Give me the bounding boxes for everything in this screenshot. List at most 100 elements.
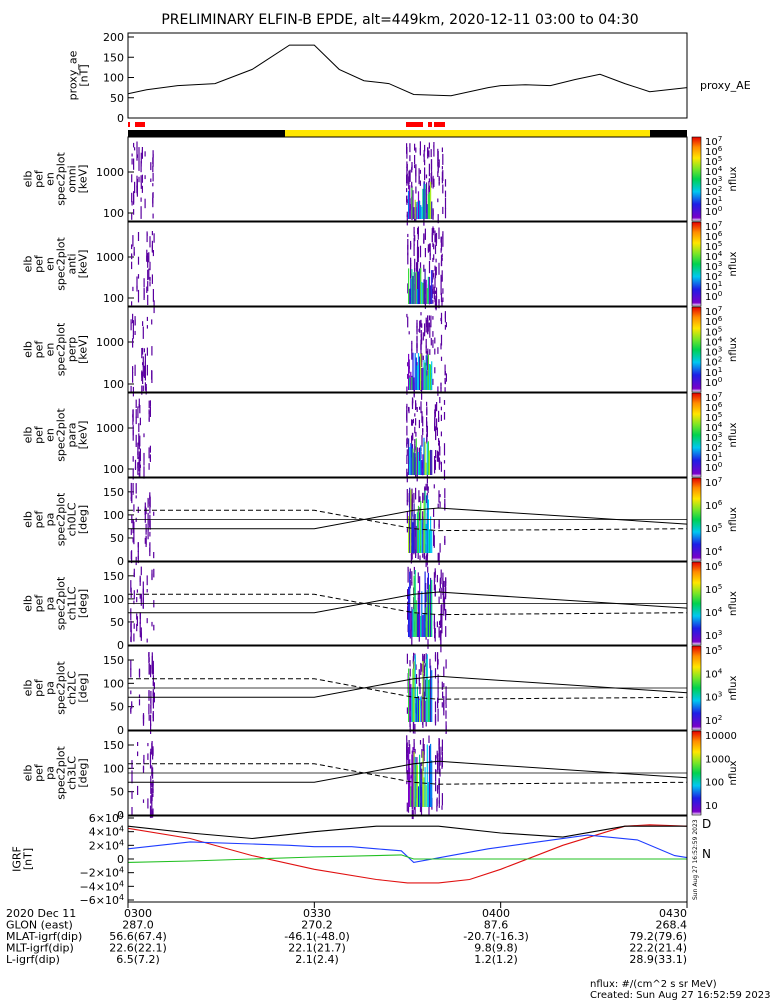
flux-streak	[407, 316, 409, 328]
flux-streak	[444, 499, 446, 508]
flux-streak	[147, 753, 149, 760]
flux-streak	[416, 336, 418, 342]
flux-streak	[152, 289, 154, 302]
flux-streak	[406, 707, 408, 714]
flux-streak	[131, 158, 133, 165]
flux-streak	[151, 240, 153, 252]
ylabel-line: [deg]	[77, 505, 90, 534]
flux-streak	[411, 750, 413, 754]
ytick-label: 100	[103, 762, 124, 775]
flux-streak	[411, 571, 413, 584]
flux-streak	[442, 297, 444, 302]
ylabel-line: elb	[22, 680, 35, 697]
flux-core	[410, 489, 412, 553]
flux-core	[422, 615, 424, 637]
flux-core	[427, 276, 429, 304]
flux-streak	[130, 614, 132, 621]
flux-streak	[140, 206, 142, 219]
flux-streak	[421, 323, 423, 328]
flux-streak	[416, 259, 419, 265]
flux-core	[424, 700, 426, 722]
flux-streak	[142, 385, 144, 392]
flux-streak	[440, 236, 443, 248]
flux-streak	[144, 151, 146, 157]
flux-streak	[431, 228, 433, 238]
flux-streak	[144, 198, 146, 209]
ylabel-line: spec2plot	[55, 408, 68, 462]
flux-streak	[138, 147, 140, 160]
flux-streak	[432, 299, 434, 304]
flux-streak	[142, 347, 144, 355]
flux-streak	[147, 527, 149, 540]
flux-streak	[136, 613, 138, 620]
ylabel-line: proxy_ae	[67, 50, 80, 100]
flux-streak	[150, 162, 152, 171]
flux-streak	[132, 520, 134, 534]
ylabel-line: omni	[66, 165, 79, 192]
flux-core	[426, 375, 428, 390]
flux-streak	[437, 652, 439, 663]
flux-streak	[143, 289, 145, 300]
flux-streak	[131, 301, 133, 306]
flux-streak	[424, 159, 426, 166]
colorbar: 10000 1000 100 10 nflux	[691, 730, 739, 816]
flux-streak	[152, 213, 154, 219]
flux-streak	[149, 456, 151, 462]
flux-streak	[443, 666, 445, 677]
flux-streak	[150, 775, 152, 786]
flux-streak	[427, 148, 429, 156]
colorbar-tick-label: 1000	[705, 754, 730, 765]
flux-streak	[421, 768, 423, 781]
flux-core	[423, 182, 425, 219]
flux-streak	[152, 711, 154, 722]
flux-streak	[138, 176, 140, 183]
flux-streak	[413, 226, 415, 234]
flux-streak	[406, 174, 408, 184]
ylabel-line: pa	[44, 766, 57, 780]
colorbar-tick-label: 105	[705, 582, 722, 596]
flux-streak	[422, 511, 424, 521]
flux-streak	[136, 141, 138, 149]
flux-core	[408, 268, 410, 304]
flux-core	[408, 438, 410, 475]
flux-streak	[425, 338, 427, 348]
flux-streak	[149, 496, 151, 508]
flux-streak	[423, 744, 425, 755]
flux-core	[427, 194, 429, 219]
flux-streak	[421, 357, 423, 362]
flux-streak	[136, 589, 138, 593]
flux-streak	[139, 417, 141, 426]
flux-streak	[148, 657, 150, 663]
flux-streak	[149, 520, 151, 530]
flux-streak	[410, 257, 412, 267]
ephemeris-value: 0300	[124, 907, 152, 920]
flux-streak	[438, 519, 440, 529]
flux-streak	[441, 300, 443, 308]
flux-streak	[131, 244, 133, 250]
flux-streak	[132, 483, 134, 495]
flux-streak	[440, 317, 442, 322]
ylabel-line: pef	[33, 594, 46, 613]
flux-streak	[430, 159, 433, 170]
flux-streak	[429, 243, 431, 256]
flux-streak	[435, 237, 437, 246]
flux-streak	[435, 435, 437, 441]
flux-core	[409, 767, 411, 807]
flux-streak	[438, 177, 440, 184]
flux-core	[423, 500, 425, 553]
flux-streak	[135, 434, 137, 445]
flux-streak	[413, 243, 415, 256]
flux-streak	[441, 805, 443, 810]
flux-streak	[149, 445, 151, 453]
flux-streak	[143, 433, 145, 438]
flux-streak	[442, 583, 444, 590]
ylabel-line: [keV]	[77, 421, 90, 450]
flux-streak	[144, 175, 146, 180]
ytick-label: 0	[117, 853, 124, 866]
flux-streak	[149, 261, 151, 271]
flux-streak	[418, 168, 420, 179]
flux-streak	[435, 295, 438, 309]
flux-core	[411, 754, 413, 807]
